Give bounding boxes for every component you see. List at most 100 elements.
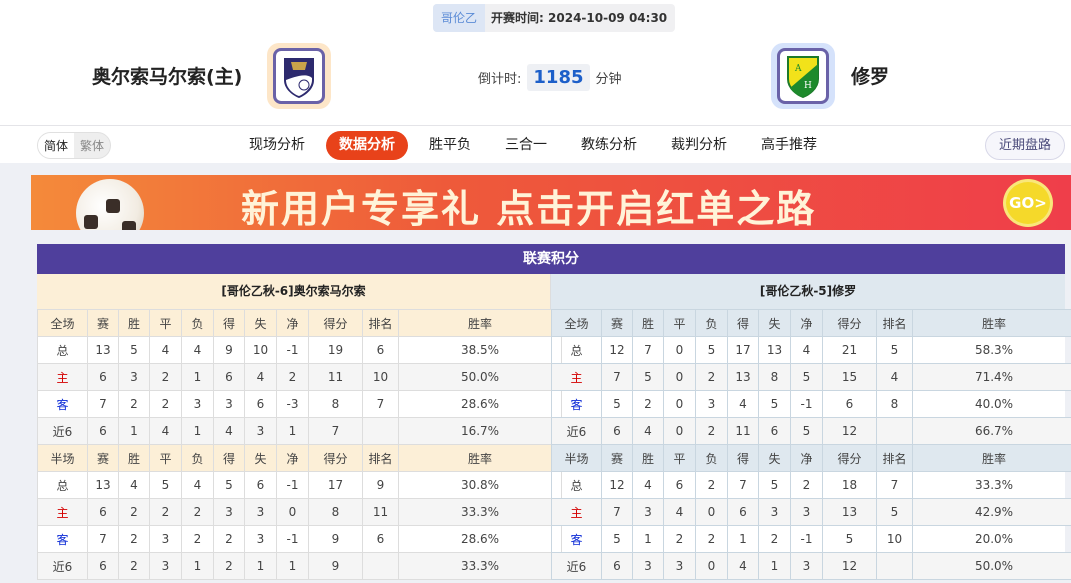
cell: 10: [362, 363, 399, 391]
cell: 3: [790, 552, 823, 580]
row-label: 主: [37, 498, 88, 526]
table-row: 主 6 2 2 2 3 3 0 8 11 33.3%: [37, 498, 562, 526]
cell: 1: [244, 552, 277, 580]
cell: 7: [601, 498, 633, 526]
table-row: 主 7 5 0 2 13 8 5 15 4 71.4%: [551, 363, 1071, 391]
table-row: 客 5 1 2 2 1 2 -1 5 10 20.0%: [551, 525, 1071, 553]
cell: 2: [181, 498, 214, 526]
column-header: 平: [149, 309, 182, 337]
cell: 4: [213, 417, 245, 445]
column-header: 赛: [601, 444, 633, 472]
home-team-logo[interactable]: [267, 43, 331, 109]
cell: 5: [149, 471, 182, 499]
cell: 3: [244, 417, 277, 445]
cell: 5: [118, 336, 150, 364]
match-info: 哥伦乙 开赛时间: 2024-10-09 04:30: [433, 4, 676, 32]
cell: 5: [213, 471, 245, 499]
column-header: 赛: [601, 309, 633, 337]
cell: -1: [276, 336, 309, 364]
row-label: 客: [551, 525, 602, 553]
cell: 9: [213, 336, 245, 364]
cell: 8: [758, 363, 791, 391]
row-label: 近6: [551, 417, 602, 445]
promo-banner[interactable]: 新用户专享礼 点击开启红单之路 GO>: [31, 175, 1071, 230]
row-label: 近6: [37, 552, 88, 580]
table-row: 客 7 2 3 2 2 3 -1 9 6 28.6%: [37, 525, 562, 553]
cell: 50.0%: [912, 552, 1071, 580]
cell: 5: [876, 336, 913, 364]
tab-coach[interactable]: 教练分析: [581, 137, 637, 153]
countdown: 倒计时: 1185 分钟: [478, 64, 622, 91]
column-header: 净: [790, 444, 823, 472]
cell: 2: [181, 525, 214, 553]
lang-traditional[interactable]: 繁体: [80, 139, 105, 153]
cell: 2: [213, 552, 245, 580]
tab-live[interactable]: 现场分析: [249, 137, 305, 153]
cell: 12: [822, 552, 877, 580]
table-row: 近6 6 2 3 1 2 1 1 9 33.3%: [37, 552, 562, 580]
table-row: 总 12 7 0 5 17 13 4 21 5 58.3%: [551, 336, 1071, 364]
league-link[interactable]: 哥伦乙: [433, 4, 486, 32]
lang-simplified[interactable]: 简体: [38, 133, 75, 158]
cell: 5: [758, 471, 791, 499]
table-row: 主 6 3 2 1 6 4 2 11 10 50.0%: [37, 363, 562, 391]
cell: 66.7%: [912, 417, 1071, 445]
cell: 2: [118, 552, 150, 580]
cell: 3: [244, 525, 277, 553]
cell: 10: [244, 336, 277, 364]
away-standings-table: 全场赛胜平负得失净得分 排名 胜率总 12 7 0 5 17 13 4 21 5 58.3% 主 7 5 0 2 1…: [551, 309, 1071, 580]
cell: 0: [276, 498, 309, 526]
column-header: 全场: [551, 309, 602, 337]
cell: 7: [308, 417, 363, 445]
cell: 3: [790, 498, 823, 526]
countdown-label: 倒计时:: [478, 72, 522, 87]
cell: 20.0%: [912, 525, 1071, 553]
cell: 4: [727, 390, 759, 418]
cell: 2: [695, 471, 728, 499]
cell: 6: [601, 417, 633, 445]
tab-data-analysis[interactable]: 数据分析: [326, 131, 408, 160]
home-standings-team: [哥伦乙秋-6]奥尔索马尔索: [37, 274, 551, 309]
cell: 7: [876, 471, 913, 499]
column-header: 负: [695, 444, 728, 472]
tab-win-draw-loss[interactable]: 胜平负: [429, 137, 471, 153]
cell: 13: [758, 336, 791, 364]
cell: 8: [308, 390, 363, 418]
tab-three-in-one[interactable]: 三合一: [505, 137, 547, 153]
cell: 6: [87, 552, 119, 580]
cell: 40.0%: [912, 390, 1071, 418]
cell: -3: [276, 390, 309, 418]
cell: 4: [181, 471, 214, 499]
cell: 28.6%: [398, 390, 562, 418]
cell: [362, 552, 399, 580]
cell: 7: [601, 363, 633, 391]
cell: 11: [727, 417, 759, 445]
home-team-name[interactable]: 奥尔索马尔索(主): [92, 66, 243, 88]
cell: 17: [308, 471, 363, 499]
cell: 2: [149, 390, 182, 418]
cell: 3: [663, 552, 696, 580]
cell: 13: [87, 471, 119, 499]
cell: 5: [790, 363, 823, 391]
tab-referee[interactable]: 裁判分析: [671, 137, 727, 153]
column-header: 全场: [37, 309, 88, 337]
recent-handicap-button[interactable]: 近期盘路: [985, 131, 1065, 160]
cell: 33.3%: [912, 471, 1071, 499]
go-button[interactable]: GO>: [1003, 179, 1053, 227]
column-header: 赛: [87, 444, 119, 472]
language-toggle: 简体 繁体: [37, 132, 112, 159]
cell: 7: [362, 390, 399, 418]
cell: 6: [362, 525, 399, 553]
column-header: 胜: [632, 309, 664, 337]
tab-expert[interactable]: 高手推荐: [761, 137, 817, 153]
table-row: 客 5 2 0 3 4 5 -1 6 8 40.0%: [551, 390, 1071, 418]
row-label: 总: [37, 336, 88, 364]
banner-text: 新用户专享礼 点击开启红单之路: [241, 187, 817, 230]
cell: 1: [181, 417, 214, 445]
cell: 2: [695, 525, 728, 553]
cell: 11: [362, 498, 399, 526]
cell: 6: [87, 498, 119, 526]
cell: 5: [632, 363, 664, 391]
away-team-name[interactable]: 修罗: [851, 66, 890, 88]
